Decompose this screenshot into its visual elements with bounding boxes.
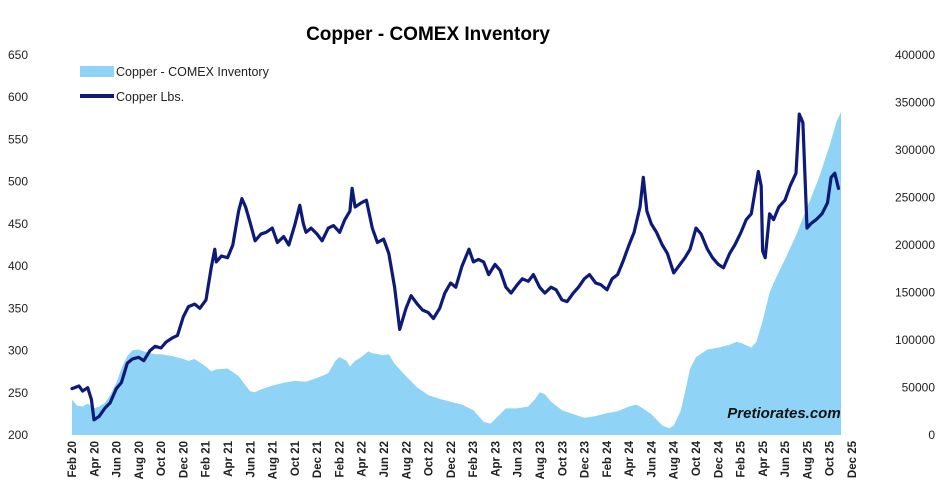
watermark: Pretiorates.com <box>727 405 840 422</box>
x-axis-tick-label: Oct 22 <box>424 441 436 476</box>
x-axis-tick-label: Feb 21 <box>201 440 213 477</box>
left-axis-tick-label: 550 <box>8 132 28 146</box>
x-axis-tick-label: Apr 24 <box>624 440 636 476</box>
x-axis-tick-label: Jun 24 <box>646 440 658 477</box>
inventory-area-layer <box>72 112 841 435</box>
right-axis-ticks: 0 50000 100000 150000 200000 250000 300000 3500… <box>895 48 935 442</box>
legend: Copper - COMEX Inventory Copper Lbs. <box>80 65 270 104</box>
copper-lbs-line <box>70 112 841 422</box>
right-axis-tick-label: 300000 <box>895 143 935 157</box>
x-axis-tick-label: Apr 21 <box>223 440 235 476</box>
x-axis-tick-label: Apr 23 <box>490 441 502 477</box>
left-axis-tick-label: 300 <box>8 344 28 358</box>
right-axis-tick-label: 250000 <box>895 191 935 205</box>
x-axis-tick-label: Apr 20 <box>89 441 101 477</box>
x-axis-tick-label: Apr 22 <box>357 441 369 477</box>
x-axis-tick-label: Dec 23 <box>580 441 592 478</box>
left-axis-tick-label: 350 <box>8 301 28 315</box>
x-axis-tick-label: Feb 20 <box>67 441 79 477</box>
x-axis-tick-label: Feb 23 <box>468 441 480 477</box>
x-axis-tick-label: Feb 25 <box>736 440 748 477</box>
legend-line-label: Copper Lbs. <box>116 90 184 104</box>
right-axis-tick-label: 150000 <box>895 286 935 300</box>
x-axis-tick-label: Oct 23 <box>557 441 569 476</box>
left-axis-tick-label: 400 <box>8 259 28 273</box>
left-axis-ticks: 200 250 300 350 400 450 500 550 600 650 <box>8 48 28 442</box>
copper-line-layer <box>70 112 841 422</box>
left-axis-tick-label: 450 <box>8 217 28 231</box>
x-axis-tick-label: Aug 21 <box>268 440 280 479</box>
legend-area-label: Copper - COMEX Inventory <box>116 65 270 79</box>
left-axis-tick-label: 600 <box>8 90 28 104</box>
x-axis-tick-label: Dec 24 <box>713 440 725 478</box>
right-axis-tick-label: 50000 <box>902 381 936 395</box>
x-axis-tick-label: Oct 25 <box>825 440 837 476</box>
right-axis-tick-label: 100000 <box>895 333 935 347</box>
x-axis-tick-label: Jun 23 <box>513 441 525 477</box>
legend-area-swatch <box>80 66 114 77</box>
right-axis-tick-label: 200000 <box>895 238 935 252</box>
left-axis-tick-label: 200 <box>8 428 28 442</box>
left-axis-tick-label: 650 <box>8 48 28 62</box>
x-axis-tick-label: Dec 25 <box>847 440 859 478</box>
x-axis-tick-label: Jun 21 <box>245 440 257 477</box>
left-axis-tick-label: 250 <box>8 386 28 400</box>
x-axis-tick-label: Dec 20 <box>178 441 190 478</box>
x-axis-tick-label: Feb 22 <box>334 441 346 477</box>
x-axis-tick-label: Dec 21 <box>312 440 324 478</box>
right-axis-tick-label: 400000 <box>895 48 935 62</box>
inventory-area <box>72 112 841 435</box>
x-axis-ticks: Feb 20 Apr 20 Jun 20 Aug 20 Oct 20 Dec 20 Feb … <box>67 440 859 479</box>
x-axis-tick-label: Aug 22 <box>401 441 413 479</box>
chart-title: Copper - COMEX Inventory <box>306 24 550 45</box>
right-axis-tick-label: 350000 <box>895 96 935 110</box>
x-axis-tick-label: Aug 23 <box>535 441 547 479</box>
x-axis-tick-label: Jun 20 <box>112 441 124 477</box>
x-axis-tick-label: Jun 25 <box>780 440 792 477</box>
x-axis-tick-label: Apr 25 <box>758 440 770 476</box>
x-axis-tick-label: Aug 24 <box>669 440 681 479</box>
x-axis-tick-label: Dec 22 <box>446 441 458 478</box>
x-axis-tick-label: Jun 22 <box>379 441 391 477</box>
x-axis-tick-label: Feb 24 <box>602 440 614 477</box>
x-axis-tick-label: Oct 21 <box>290 440 302 476</box>
left-axis-tick-label: 500 <box>8 175 28 189</box>
x-axis-tick-label: Aug 20 <box>134 441 146 479</box>
x-axis-tick-label: Aug 25 <box>802 440 814 479</box>
x-axis-tick-label: Oct 24 <box>691 440 703 476</box>
right-axis-tick-label: 0 <box>928 428 935 442</box>
x-axis-tick-label: Oct 20 <box>156 441 168 476</box>
